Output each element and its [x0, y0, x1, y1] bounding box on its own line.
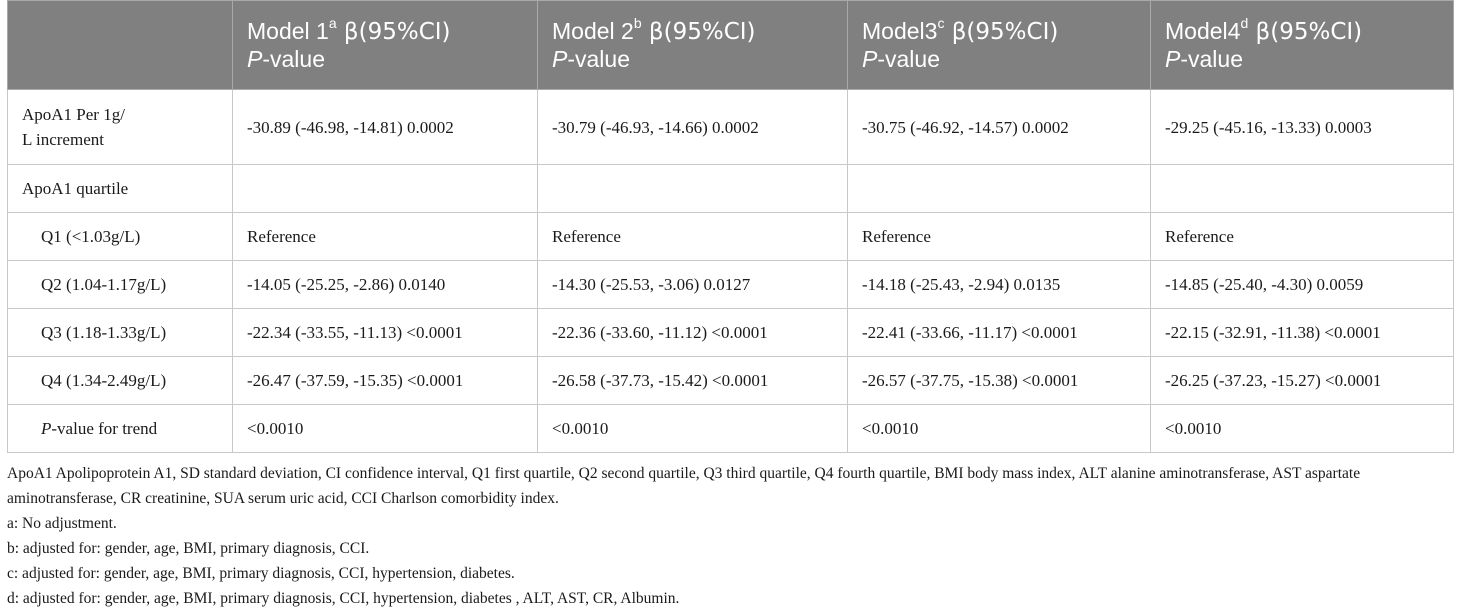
row-label: ApoA1 Per 1g/L increment	[7, 89, 233, 165]
table-cell: <0.0010	[232, 404, 538, 453]
table-cell: <0.0010	[1150, 404, 1454, 453]
table-row: Q3 (1.18-1.33g/L) -22.34 (-33.55, -11.13…	[7, 308, 1454, 357]
table-cell: -22.41 (-33.66, -11.17) <0.0001	[847, 308, 1151, 357]
header-label: Model 2	[552, 17, 634, 44]
table-row: ApoA1 Per 1g/L increment -30.89 (-46.98,…	[7, 89, 1454, 165]
header-p-italic: P	[862, 45, 878, 72]
footnote-a: a: No adjustment.	[7, 515, 117, 532]
row-label: Q4 (1.34-2.49g/L)	[7, 356, 233, 405]
row-label-rest: -value for trend	[51, 419, 158, 438]
header-empty-cell	[7, 0, 233, 90]
header-p-italic: P	[247, 45, 263, 72]
table-cell: -14.18 (-25.43, -2.94) 0.0135	[847, 260, 1151, 309]
table-cell: Reference	[537, 212, 848, 261]
table-row: Q2 (1.04-1.17g/L) -14.05 (-25.25, -2.86)…	[7, 260, 1454, 309]
table-cell: -30.75 (-46.92, -14.57) 0.0002	[847, 89, 1151, 165]
table-cell	[232, 164, 538, 213]
table-cell: -14.05 (-25.25, -2.86) 0.0140	[232, 260, 538, 309]
header-model-3: Model3c β(95%CI) P-value	[847, 0, 1151, 90]
table-cell: -22.15 (-32.91, -11.38) <0.0001	[1150, 308, 1454, 357]
table-cell: -22.36 (-33.60, -11.12) <0.0001	[537, 308, 848, 357]
header-superscript: b	[633, 14, 642, 31]
table-row: Q1 (<1.03g/L) Reference Reference Refere…	[7, 212, 1454, 261]
row-label-italic: P	[41, 419, 52, 438]
table-cell: -14.30 (-25.53, -3.06) 0.0127	[537, 260, 848, 309]
table-cell	[847, 164, 1151, 213]
footnote-c: c: adjusted for: gender, age, BMI, prima…	[7, 565, 515, 582]
header-beta-ci: β(95%CI)	[1248, 18, 1363, 45]
header-p-rest: -value	[262, 45, 325, 72]
table-cell: -26.25 (-37.23, -15.27) <0.0001	[1150, 356, 1454, 405]
row-label-line: L increment	[22, 130, 104, 149]
table-cell: -30.79 (-46.93, -14.66) 0.0002	[537, 89, 848, 165]
regression-table-container: Model 1a β(95%CI) P-value Model 2b β(95%C…	[7, 0, 1454, 453]
header-label: Model3	[862, 17, 938, 44]
table-cell: -26.58 (-37.73, -15.42) <0.0001	[537, 356, 848, 405]
header-p-italic: P	[552, 45, 568, 72]
table-cell: -14.85 (-25.40, -4.30) 0.0059	[1150, 260, 1454, 309]
table-cell: -26.57 (-37.75, -15.38) <0.0001	[847, 356, 1151, 405]
header-superscript: c	[937, 14, 945, 31]
table-row: Q4 (1.34-2.49g/L) -26.47 (-37.59, -15.35…	[7, 356, 1454, 405]
header-superscript: a	[328, 14, 337, 31]
header-model-1: Model 1a β(95%CI) P-value	[232, 0, 538, 90]
header-label: Model4	[1165, 17, 1241, 44]
table-row: ApoA1 quartile	[7, 164, 1454, 213]
table-cell	[1150, 164, 1454, 213]
table-cell: -26.47 (-37.59, -15.35) <0.0001	[232, 356, 538, 405]
footnote-d: d: adjusted for: gender, age, BMI, prima…	[7, 590, 680, 607]
header-beta-ci: β(95%CI)	[336, 18, 451, 45]
table-cell	[537, 164, 848, 213]
table-row: P-value for trend <0.0010 <0.0010 <0.001…	[7, 404, 1454, 453]
table-cell: Reference	[232, 212, 538, 261]
table-cell: -22.34 (-33.55, -11.13) <0.0001	[232, 308, 538, 357]
footnote-b: b: adjusted for: gender, age, BMI, prima…	[7, 540, 370, 557]
regression-table: Model 1a β(95%CI) P-value Model 2b β(95%C…	[7, 0, 1454, 453]
header-superscript: d	[1240, 14, 1249, 31]
table-footnotes: ApoA1 Apolipoprotein A1, SD standard dev…	[7, 461, 1455, 611]
table-cell: -30.89 (-46.98, -14.81) 0.0002	[232, 89, 538, 165]
header-p-rest: -value	[877, 45, 940, 72]
header-model-2: Model 2b β(95%CI) P-value	[537, 0, 848, 90]
header-beta-ci: β(95%CI)	[944, 18, 1059, 45]
row-label: ApoA1 quartile	[7, 164, 233, 213]
footnote-abbreviations: ApoA1 Apolipoprotein A1, SD standard dev…	[7, 465, 1361, 507]
header-p-italic: P	[1165, 45, 1181, 72]
header-model-4: Model4d β(95%CI) P-value	[1150, 0, 1454, 90]
row-label-line: ApoA1 Per 1g/	[22, 105, 125, 124]
table-cell: Reference	[1150, 212, 1454, 261]
table-cell: Reference	[847, 212, 1151, 261]
row-label: P-value for trend	[7, 404, 233, 453]
row-label: Q3 (1.18-1.33g/L)	[7, 308, 233, 357]
table-cell: <0.0010	[537, 404, 848, 453]
table-cell: <0.0010	[847, 404, 1151, 453]
header-p-rest: -value	[1180, 45, 1243, 72]
row-label: Q2 (1.04-1.17g/L)	[7, 260, 233, 309]
header-label: Model 1	[247, 17, 329, 44]
header-p-rest: -value	[567, 45, 630, 72]
table-cell: -29.25 (-45.16, -13.33) 0.0003	[1150, 89, 1454, 165]
row-label: Q1 (<1.03g/L)	[7, 212, 233, 261]
header-beta-ci: β(95%CI)	[641, 18, 756, 45]
table-header-row: Model 1a β(95%CI) P-value Model 2b β(95%C…	[7, 0, 1454, 90]
